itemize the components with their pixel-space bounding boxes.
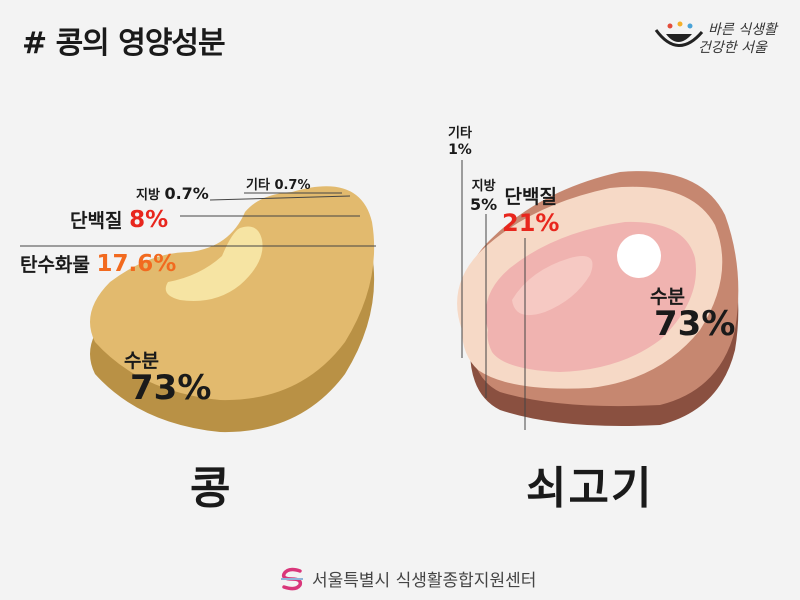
beef-water-value: 73% <box>654 304 736 344</box>
page-title: # 콩의 영양성분 <box>22 26 226 61</box>
footer-org-name: 서울특별시 식생활종합지원센터 <box>312 571 537 591</box>
logo-line1: 바른 식생활 <box>708 22 777 38</box>
beef-leader-lines <box>461 160 526 430</box>
bean-carb-label: 탄수화물 17.6% <box>20 251 177 277</box>
bean-name: 콩 <box>190 463 233 514</box>
bean-leader-lines <box>20 192 376 247</box>
bean-fat-label: 지방 0.7% <box>136 184 209 203</box>
beef-illustration <box>457 171 739 426</box>
bean-protein-label: 단백질 8% <box>70 207 169 233</box>
bean-water-label: 수분 <box>124 350 159 372</box>
logo-bowl-icon <box>654 21 704 47</box>
bean-etc-label: 기타 0.7% <box>246 178 311 193</box>
seoul-logo <box>652 20 782 64</box>
beef-name: 쇠고기 <box>526 463 654 514</box>
beef-water-label: 수분 <box>650 286 685 308</box>
footer: 서울특별시 식생활종합지원센터 <box>278 566 536 591</box>
bean-water-value: 73% <box>130 368 212 408</box>
center-logo-icon <box>281 567 303 590</box>
beef-fat-label: 지방 5% <box>470 179 498 214</box>
beef-protein-label: 단백질 21% <box>502 186 560 237</box>
logo-line2: 건강한 서울 <box>698 40 767 56</box>
bean-illustration <box>90 186 375 433</box>
beef-etc-label: 기타 1% <box>448 126 472 158</box>
